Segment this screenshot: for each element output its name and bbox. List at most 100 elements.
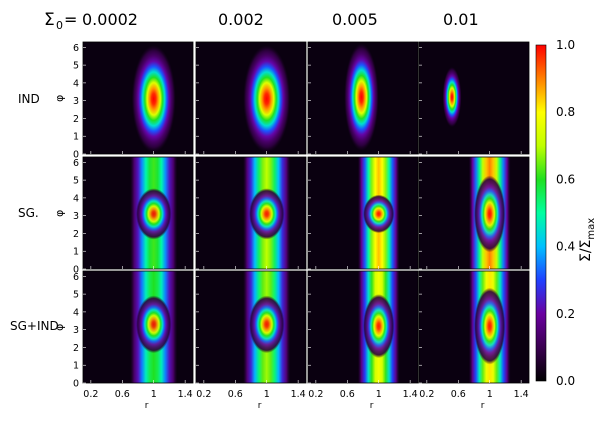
density-peak [249, 188, 285, 240]
x-tick-label: 1 [151, 389, 157, 400]
density-peak [243, 45, 291, 153]
x-axis-label-r: r [258, 401, 262, 411]
y-tick-label: 5 [73, 61, 79, 72]
panel-frame [195, 270, 307, 384]
colorbar-gradient [535, 44, 547, 382]
x-tick-label: 0.6 [340, 389, 355, 400]
colorbar-tick-label: 0.0 [556, 374, 575, 388]
panel-frame [418, 41, 530, 155]
panel-r3-c1 [82, 270, 194, 384]
y-tick-label: 2 [73, 229, 79, 240]
panel-frame [82, 270, 194, 384]
x-tick-label: 1.4 [291, 389, 306, 400]
x-tick-label: 1.4 [403, 389, 418, 400]
panel-r1-c2 [195, 41, 307, 155]
density-peak [474, 175, 506, 253]
panel-background [419, 42, 529, 154]
panel-frame [307, 156, 419, 270]
x-tick-label: 0.6 [228, 389, 243, 400]
panel-r2-c2 [195, 156, 307, 270]
equals-sign: = [64, 10, 77, 29]
panel-frame [82, 41, 194, 155]
panel-r2-c3 [307, 156, 419, 270]
density-peak [131, 45, 176, 153]
panel-frame [82, 156, 194, 270]
x-tick-label: 0.6 [115, 389, 130, 400]
y-tick-label: 2 [73, 343, 79, 354]
y-tick-label: 4 [73, 193, 79, 204]
x-tick-label: 1 [487, 389, 493, 400]
y-tick-label: 3 [73, 96, 79, 107]
y-tick-label: 4 [73, 78, 79, 89]
y-tick-label: 1 [73, 132, 79, 143]
x-tick-label: 0.2 [196, 389, 211, 400]
axes: 0 1 2 3 4 5 6 φ 0 1 2 3 4 5 6 φ 0 1 2 3 4 5 6 φ 0.2 0.6 1 1.4 r 0.2 0.… [53, 43, 529, 411]
y-tick-label: 3 [73, 325, 79, 336]
y-tick-label: 0 [73, 150, 79, 161]
y-axis-label-phi: φ [53, 324, 66, 331]
y-tick-label: 1 [73, 361, 79, 372]
colorbar-tick-label: 1.0 [556, 38, 575, 52]
density-peak [474, 287, 506, 365]
x-axis-label-r: r [145, 401, 149, 411]
density-peak [344, 43, 379, 151]
y-tick-label: 0 [73, 379, 79, 390]
column-header-2: 0.002 [218, 10, 264, 29]
y-tick-label: 1 [73, 247, 79, 258]
x-axis-label-r: r [370, 401, 374, 411]
colorbar-tick-label: 0.2 [556, 307, 575, 321]
y-tick-label: 3 [73, 211, 79, 222]
x-tick-label: 1.4 [514, 389, 529, 400]
y-tick-label: 6 [73, 158, 79, 169]
y-tick-label: 5 [73, 290, 79, 301]
x-tick-label: 0.2 [83, 389, 98, 400]
row-label-sg-ind: SG+IND [10, 319, 59, 333]
panel-frame [195, 156, 307, 270]
y-tick-label: 6 [73, 272, 79, 283]
panel-frame [418, 270, 530, 384]
x-tick-label: 0.2 [419, 389, 434, 400]
x-tick-label: 1 [264, 389, 270, 400]
panel-frame [418, 156, 530, 270]
y-axis-label-phi: φ [53, 210, 66, 217]
y-tick-label: 4 [73, 307, 79, 318]
row-label-sg: SG. [18, 206, 39, 220]
density-peak [442, 66, 462, 128]
y-axis-label-phi: φ [53, 95, 66, 102]
density-peak [249, 295, 285, 354]
x-tick-label: 0.2 [308, 389, 323, 400]
panel-r2-c1 [82, 156, 194, 270]
y-tick-label: 0 [73, 265, 79, 276]
panel-r1-c1 [82, 41, 194, 155]
x-tick-label: 1 [376, 389, 382, 400]
density-peak [136, 295, 172, 354]
x-tick-label: 1.4 [178, 389, 193, 400]
sigma-subscript: 0 [56, 19, 63, 32]
column-header-1: 0.0002 [82, 10, 138, 29]
panel-r3-c3 [307, 270, 419, 384]
colorbar-tick-label: 0.8 [556, 105, 575, 119]
panel-frame [195, 41, 307, 155]
panel-r2-c4 [418, 156, 530, 270]
y-tick-label: 5 [73, 176, 79, 187]
column-header-4: 0.01 [443, 10, 479, 29]
panel-r1-c3 [307, 41, 419, 155]
column-header-3: 0.005 [332, 10, 378, 29]
density-peak [363, 194, 395, 234]
panel-frame [307, 270, 419, 384]
y-tick-label: 2 [73, 114, 79, 125]
colorbar-tick-label: 0.6 [556, 172, 575, 186]
x-axis-label-r: r [481, 401, 485, 411]
panel-r3-c2 [195, 270, 307, 384]
colorbar: 1.0 0.8 0.6 0.4 0.2 0.0 Σ/Σmax [535, 38, 597, 388]
panel-r1-c4 [418, 41, 530, 155]
sigma-label: Σ [44, 10, 55, 30]
row-label-ind: IND [18, 92, 40, 106]
colorbar-label: Σ/Σmax [578, 218, 597, 262]
panel-frame [307, 41, 419, 155]
panel-r3-c4 [418, 270, 530, 384]
panel-grid [82, 41, 530, 384]
colorbar-ticks: 1.0 0.8 0.6 0.4 0.2 0.0 [556, 38, 575, 388]
density-peak [136, 188, 172, 240]
